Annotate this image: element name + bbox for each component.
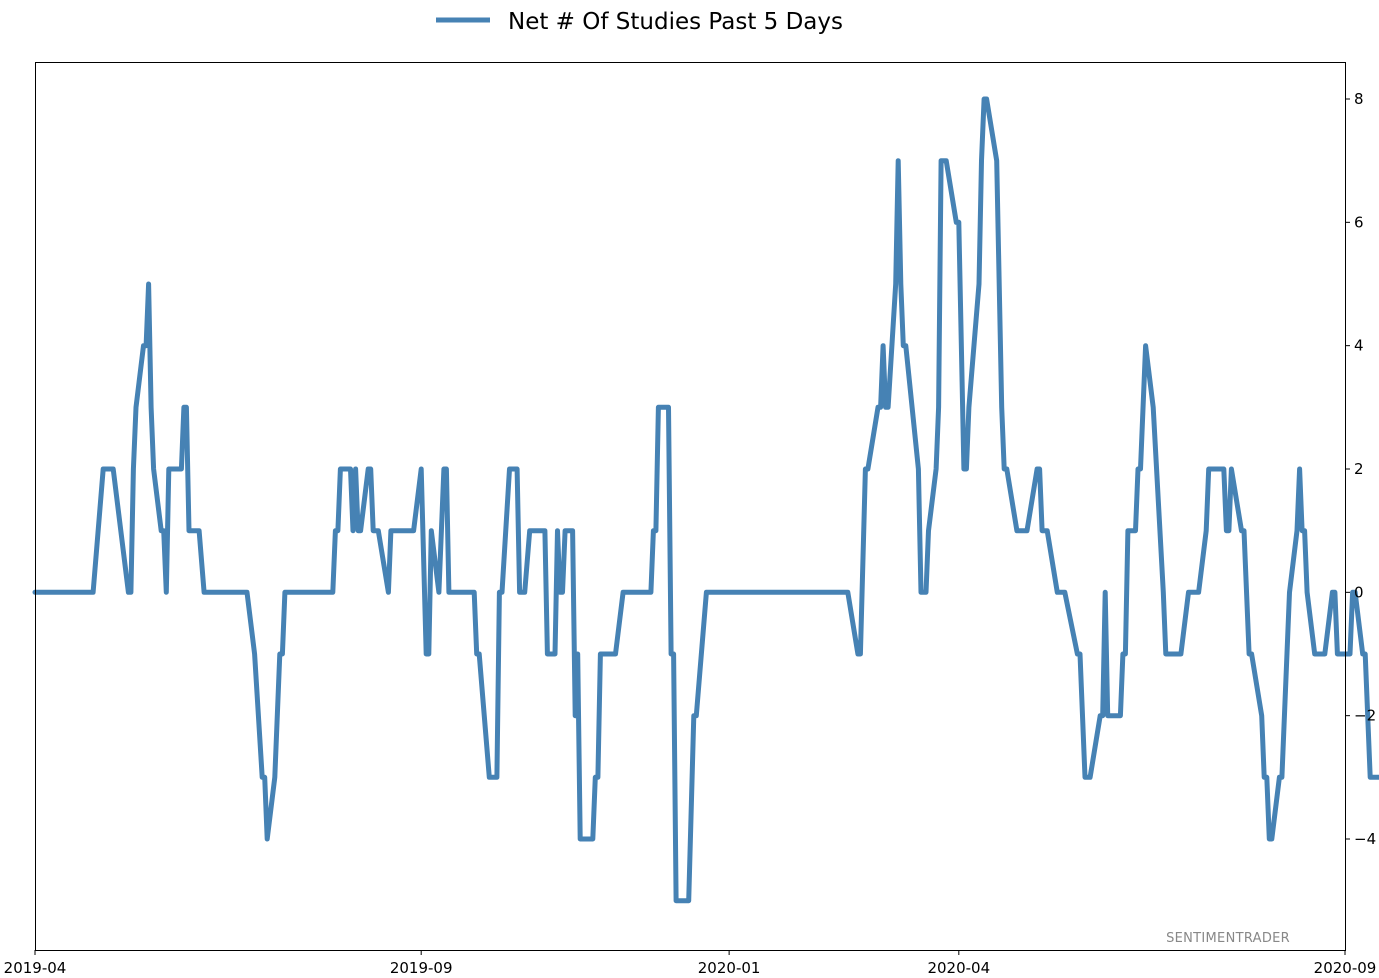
series-line-net-studies — [32, 96, 1379, 904]
y-tick-label: 2 — [1354, 460, 1364, 478]
x-axis: 2019-04 2019-09 2020-01 2020-04 2020-09 — [4, 950, 1377, 977]
x-tick-label: 2020-09 — [1314, 959, 1377, 977]
x-tick-label: 2020-01 — [698, 959, 761, 977]
watermark: SENTIMENTRADER — [1166, 931, 1290, 946]
y-axis-right: 8 6 4 2 0 −2 −4 — [1345, 90, 1376, 848]
y-tick-label: −4 — [1354, 830, 1376, 848]
y-tick-label: 4 — [1354, 337, 1364, 355]
x-tick-label: 2019-04 — [4, 959, 67, 977]
y-tick-label: −2 — [1354, 707, 1376, 725]
plot-area — [32, 62, 1379, 951]
y-tick-label: 6 — [1354, 213, 1364, 231]
y-tick-label: 8 — [1354, 90, 1364, 108]
x-tick-label: 2020-04 — [927, 959, 990, 977]
y-tick-label: 0 — [1354, 583, 1364, 601]
x-tick-label: 2019-09 — [390, 959, 453, 977]
legend: Net # Of Studies Past 5 Days — [436, 9, 843, 35]
legend-label-net-studies: Net # Of Studies Past 5 Days — [508, 9, 843, 35]
plot-frame — [35, 62, 1346, 951]
